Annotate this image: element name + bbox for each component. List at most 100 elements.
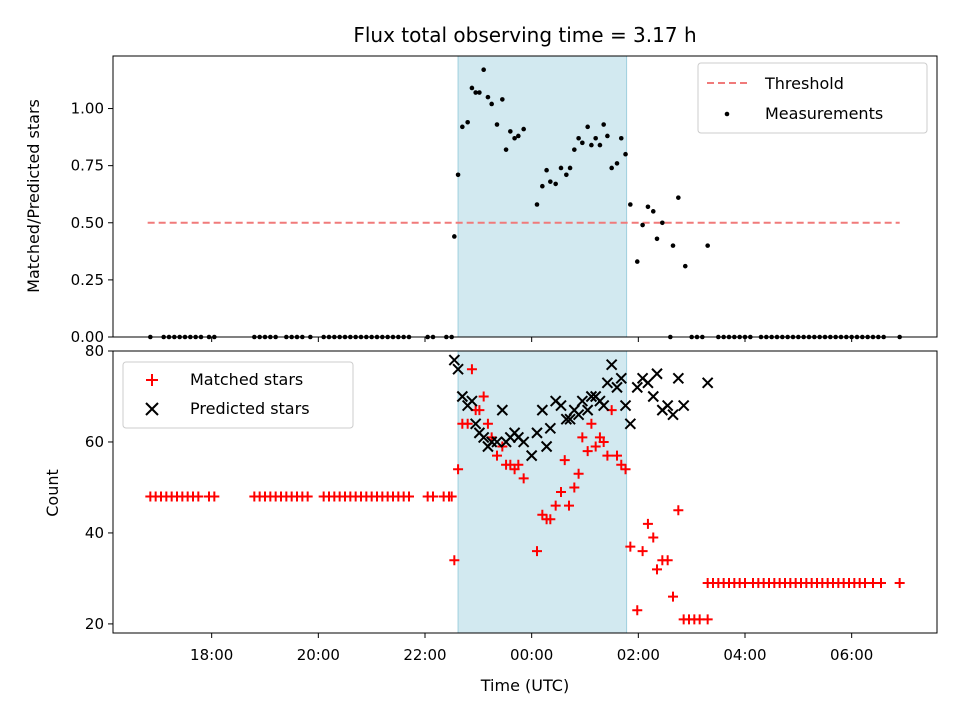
predicted-star-point xyxy=(466,395,478,407)
measurement-point xyxy=(628,202,633,207)
matched-star-point xyxy=(582,446,593,457)
predicted-star-point xyxy=(601,377,614,389)
predicted-star-point xyxy=(452,363,464,375)
matched-star-point xyxy=(559,455,570,466)
measurement-point xyxy=(605,133,610,139)
predicted-star-point xyxy=(651,368,663,380)
measurement-points xyxy=(148,67,902,340)
matched-star-point xyxy=(518,473,529,484)
predicted-star-point xyxy=(456,390,469,403)
measurement-point xyxy=(485,94,491,100)
x-tick-label: 18:00 xyxy=(190,646,233,664)
x-axis-label: Time (UTC) xyxy=(480,676,569,695)
legend-measurements-label: Measurements xyxy=(765,104,883,123)
predicted-star-point xyxy=(624,418,637,430)
matched-star-point xyxy=(702,614,713,625)
top-y-tick-label: 0.50 xyxy=(71,214,104,232)
measurement-point xyxy=(553,181,558,187)
predicted-star-point xyxy=(581,404,594,416)
predicted-star-point xyxy=(477,431,490,444)
matched-star-point xyxy=(302,491,313,502)
measurement-point xyxy=(654,236,660,242)
top-y-tick-label: 0.00 xyxy=(71,328,104,346)
predicted-star-point xyxy=(544,422,557,435)
measurement-point xyxy=(609,165,614,171)
top-y-ticks: 0.00 0.25 0.50 0.75 1.00 xyxy=(71,100,113,346)
predicted-star-point xyxy=(615,372,627,384)
measurement-point xyxy=(508,129,513,134)
measurement-point xyxy=(576,135,581,141)
x-tick-label: 04:00 xyxy=(723,646,766,664)
predicted-star-point xyxy=(576,395,589,407)
measurement-point xyxy=(477,90,482,95)
matched-star-point xyxy=(620,464,631,475)
top-y-tick-label: 1.00 xyxy=(71,100,104,118)
measurement-point xyxy=(516,133,521,139)
top-legend-box xyxy=(697,62,928,134)
measurement-point xyxy=(618,135,624,141)
measurement-point xyxy=(452,234,457,239)
top-y-axis-label: Matched/Predicted stars xyxy=(24,99,43,293)
matched-star-point xyxy=(446,491,457,502)
measurement-point xyxy=(645,204,651,210)
measurement-point xyxy=(548,179,553,184)
top-x-ticks xyxy=(211,337,853,342)
matched-star-point xyxy=(668,591,678,602)
measurement-point xyxy=(634,259,640,264)
predicted-star-point xyxy=(572,408,585,421)
bottom-panel: 20 40 60 80 18:00 20:00 22:00 00:00 02:00 04:00 0… xyxy=(43,342,938,695)
top-legend: Threshold Measurements xyxy=(697,62,928,134)
matched-star-point xyxy=(648,532,659,543)
matched-star-point xyxy=(632,605,643,616)
measurement-point xyxy=(580,140,585,146)
legend-predicted-marker xyxy=(145,402,159,416)
x-tick-label: 06:00 xyxy=(830,646,873,664)
bottom-legend-box xyxy=(122,361,354,429)
predicted-star-point xyxy=(496,404,509,416)
matched-star-point xyxy=(462,418,473,429)
measurement-point xyxy=(623,151,628,157)
matched-star-point xyxy=(625,541,636,552)
matched-star-point xyxy=(673,505,684,516)
matched-star-point xyxy=(598,436,609,447)
measurement-point xyxy=(465,119,470,125)
matched-star-point xyxy=(453,464,464,475)
predicted-star-point xyxy=(647,390,659,403)
x-tick-label: 02:00 xyxy=(617,646,660,664)
measurement-point xyxy=(601,122,606,127)
measurement-point xyxy=(489,101,494,107)
measurement-point xyxy=(512,135,517,141)
predicted-star-point xyxy=(555,399,567,412)
predicted-star-point xyxy=(536,404,549,416)
matched-star-point xyxy=(876,577,886,588)
x-tick-label: 22:00 xyxy=(403,646,446,664)
measurement-point xyxy=(558,165,564,171)
measurement-point xyxy=(455,172,461,178)
measurement-point xyxy=(597,142,603,148)
measurement-point xyxy=(503,147,509,152)
predicted-star-point xyxy=(667,408,679,421)
bottom-y-tick-label: 20 xyxy=(85,615,104,633)
legend-threshold-label: Threshold xyxy=(764,74,844,93)
top-observing-interval xyxy=(457,55,628,338)
matched-star-point xyxy=(532,546,542,557)
matched-star-point xyxy=(569,482,580,493)
predicted-star-point xyxy=(448,354,461,366)
predicted-star-point xyxy=(611,381,623,394)
legend-matched-label: Matched stars xyxy=(190,370,303,389)
predicted-star-point xyxy=(672,372,685,384)
bottom-y-tick-label: 60 xyxy=(85,433,104,451)
matched-star-point xyxy=(602,450,613,461)
matched-star-point xyxy=(545,514,556,525)
predicted-star-point xyxy=(677,399,690,412)
predicted-star-point xyxy=(631,381,643,394)
bottom-y-axis-label: Count xyxy=(43,469,62,517)
measurement-point xyxy=(521,126,526,132)
predicted-star-point xyxy=(531,427,543,439)
top-y-tick-label: 0.25 xyxy=(71,271,104,289)
x-tick-label: 20:00 xyxy=(297,646,340,664)
measurement-point xyxy=(473,90,478,95)
predicted-star-point xyxy=(491,436,503,448)
matched-star-point xyxy=(662,555,673,566)
